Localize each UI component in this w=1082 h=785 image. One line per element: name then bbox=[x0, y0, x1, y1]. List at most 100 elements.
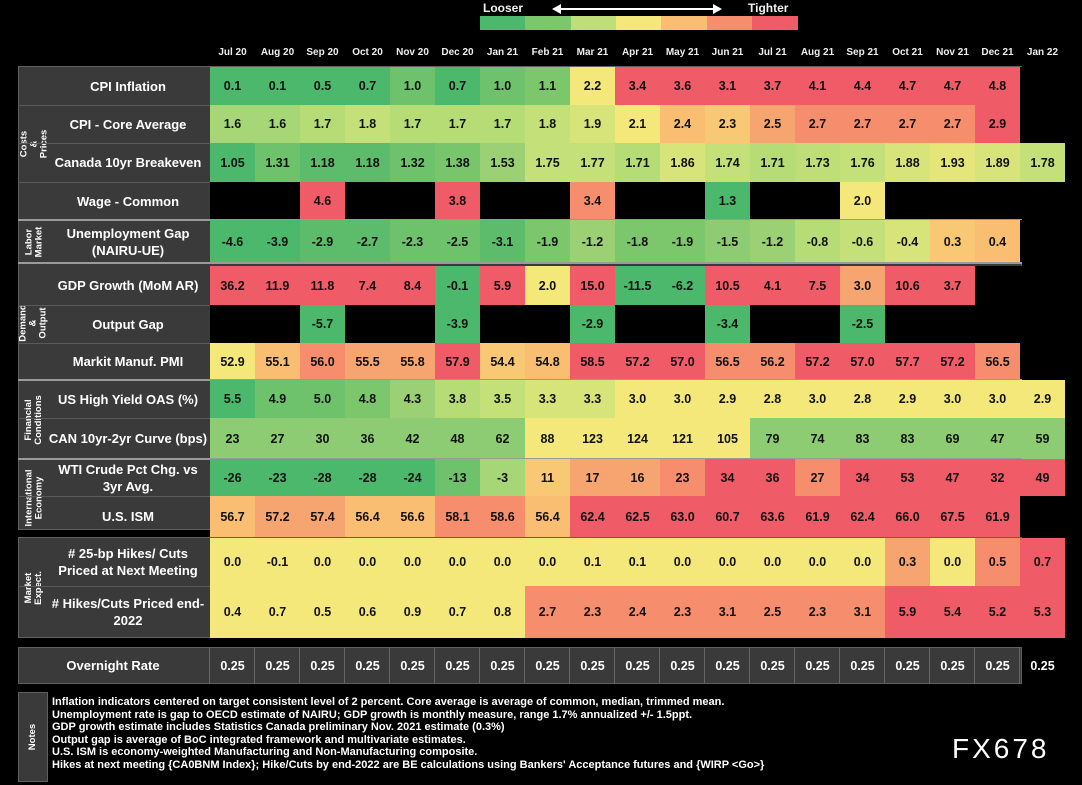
row-label: CAN 10yr-2yr Curve (bps) bbox=[48, 431, 208, 446]
heatmap-cell: 0.7 bbox=[345, 67, 390, 105]
heatmap-cell: 2.3 bbox=[795, 586, 840, 638]
heatmap-cell: 47 bbox=[930, 459, 975, 496]
heatmap-cell: -1.9 bbox=[525, 220, 570, 263]
heatmap-cell: -3.9 bbox=[255, 220, 300, 263]
heatmap-cell: 42 bbox=[390, 418, 435, 459]
heatmap-cell: 36 bbox=[345, 418, 390, 459]
heatmap-cell: 11.9 bbox=[255, 266, 300, 305]
heatmap-cell: 0.1 bbox=[210, 67, 255, 105]
overnight-col-divider bbox=[929, 648, 930, 683]
heatmap-cell: 2.0 bbox=[840, 182, 885, 220]
heatmap-cell: 2.3 bbox=[705, 105, 750, 143]
heatmap-cell: 2.5 bbox=[750, 586, 795, 638]
heatmap-cell: 1.18 bbox=[345, 143, 390, 182]
overnight-cell: 0.25 bbox=[265, 658, 290, 673]
heatmap-cell: 2.2 bbox=[570, 67, 615, 105]
heatmap-cell bbox=[525, 182, 570, 220]
note-line: Hikes at next meeting {CA0BNM Index}; Hi… bbox=[52, 758, 765, 771]
heatmap-cell: -23 bbox=[255, 459, 300, 496]
heatmap-cell: 2.0 bbox=[525, 266, 570, 305]
heatmap-cell: 0.0 bbox=[660, 538, 705, 586]
heatmap-cell: 1.78 bbox=[1020, 143, 1065, 182]
heatmap-cell: 0.5 bbox=[300, 586, 345, 638]
heatmap-cell: 0.5 bbox=[975, 538, 1020, 586]
heatmap-cell: -1.8 bbox=[615, 220, 660, 263]
heatmap-cell: 1.77 bbox=[570, 143, 615, 182]
heatmap-cell: 4.8 bbox=[975, 67, 1020, 105]
heatmap-cell: 56.4 bbox=[345, 496, 390, 537]
heatmap-cell: 2.9 bbox=[1020, 380, 1065, 418]
heatmap-cell: -3.1 bbox=[480, 220, 525, 263]
heatmap-cell: 3.4 bbox=[570, 182, 615, 220]
heatmap-cell: -2.7 bbox=[345, 220, 390, 263]
heatmap-cell: 2.7 bbox=[525, 586, 570, 638]
heatmap-cell: 55.1 bbox=[255, 343, 300, 380]
heatmap-cell bbox=[210, 305, 255, 343]
heatmap-cell: 74 bbox=[795, 418, 840, 459]
row-label: # Hikes/Cuts Priced end-2022 bbox=[51, 596, 205, 628]
heatmap-cell: 1.53 bbox=[480, 143, 525, 182]
heatmap-cell bbox=[1020, 496, 1065, 537]
month-header: Aug 20 bbox=[260, 47, 295, 58]
heatmap-cell: 61.9 bbox=[975, 496, 1020, 537]
section-label: International Economy bbox=[20, 459, 48, 537]
overnight-cell: 0.25 bbox=[805, 658, 830, 673]
heatmap-cell: 1.71 bbox=[615, 143, 660, 182]
section-label: Market Expect. bbox=[20, 538, 48, 638]
heatmap-cell: 83 bbox=[840, 418, 885, 459]
heatmap-cell: 1.3 bbox=[705, 182, 750, 220]
heatmap-cell: 5.3 bbox=[1020, 586, 1065, 638]
heatmap-cell: 0.0 bbox=[300, 538, 345, 586]
heatmap-cell: -5.7 bbox=[300, 305, 345, 343]
heatmap-cell: 58.5 bbox=[570, 343, 615, 380]
heatmap-cell: 63.6 bbox=[750, 496, 795, 537]
overnight-cell: 0.25 bbox=[490, 658, 515, 673]
heatmap-cell: 1.71 bbox=[750, 143, 795, 182]
heatmap-cell: -3 bbox=[480, 459, 525, 496]
heatmap-cell: 2.7 bbox=[840, 105, 885, 143]
heatmap-cell: 3.3 bbox=[525, 380, 570, 418]
heatmap-cell: -2.3 bbox=[390, 220, 435, 263]
overnight-cell: 0.25 bbox=[625, 658, 650, 673]
notes-text: Inflation indicators centered on target … bbox=[52, 696, 764, 772]
heatmap-cell: 7.4 bbox=[345, 266, 390, 305]
heatmap-cell: 32 bbox=[975, 459, 1020, 496]
heatmap-cell: -28 bbox=[300, 459, 345, 496]
heatmap-cell: 3.0 bbox=[975, 380, 1020, 418]
heatmap-cell: 2.4 bbox=[660, 105, 705, 143]
heatmap-cell: 47 bbox=[975, 418, 1020, 459]
heatmap-cell: 1.7 bbox=[390, 105, 435, 143]
heatmap-cell: -4.6 bbox=[210, 220, 255, 263]
legend-swatch bbox=[525, 16, 572, 30]
heatmap-cell: -0.1 bbox=[435, 266, 480, 305]
heatmap-cell: 1.31 bbox=[255, 143, 300, 182]
heatmap-cell: 66.0 bbox=[885, 496, 930, 537]
row-label: U.S. ISM bbox=[101, 509, 154, 524]
heatmap-cell: -28 bbox=[345, 459, 390, 496]
heatmap-cell: 1.0 bbox=[390, 67, 435, 105]
heatmap-cell: 67.5 bbox=[930, 496, 975, 537]
heatmap-cell: 5.0 bbox=[300, 380, 345, 418]
heatmap-cell: -2.9 bbox=[300, 220, 345, 263]
heatmap-cell: -1.5 bbox=[705, 220, 750, 263]
heatmap-cell: 2.3 bbox=[660, 586, 705, 638]
heatmap-cell: 0.6 bbox=[345, 586, 390, 638]
heatmap-cell: 57.2 bbox=[255, 496, 300, 537]
overnight-cell: 0.25 bbox=[580, 658, 605, 673]
heatmap-cell: 0.7 bbox=[1020, 538, 1065, 586]
note-line: Unemployment rate is gap to OECD estimat… bbox=[52, 708, 693, 721]
heatmap-cell: 56.2 bbox=[750, 343, 795, 380]
overnight-col-divider bbox=[839, 648, 840, 683]
heatmap-cell: 4.1 bbox=[795, 67, 840, 105]
heatmap-cell bbox=[615, 182, 660, 220]
heatmap-cell: 1.38 bbox=[435, 143, 480, 182]
heatmap-cell: 10.6 bbox=[885, 266, 930, 305]
heatmap-cell: 0.0 bbox=[390, 538, 435, 586]
heatmap-cell: 1.75 bbox=[525, 143, 570, 182]
row-label: CPI Inflation bbox=[90, 78, 166, 94]
section-label-text: Demand & Output bbox=[18, 304, 50, 342]
row-label: Markit Manuf. PMI bbox=[72, 354, 184, 369]
heatmap-cell: 79 bbox=[750, 418, 795, 459]
heatmap-cell: 3.0 bbox=[930, 380, 975, 418]
heatmap-cell: 83 bbox=[885, 418, 930, 459]
